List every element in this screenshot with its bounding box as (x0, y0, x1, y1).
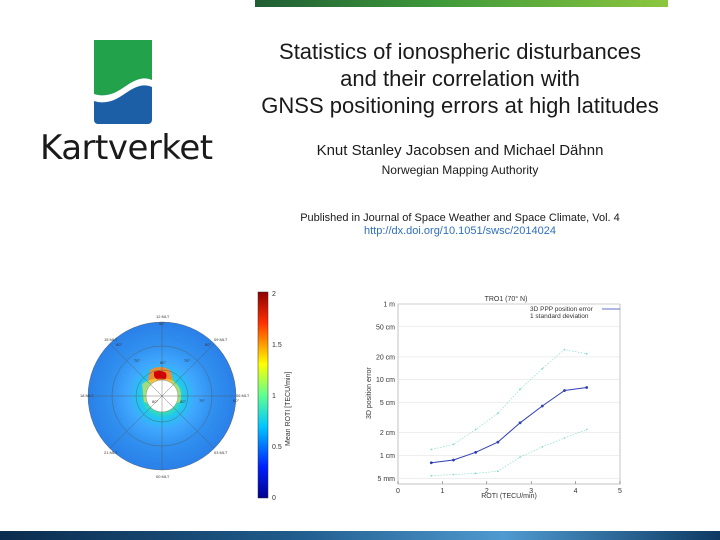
lat-label: 60° (205, 342, 211, 347)
colorbar-tick: 1 (272, 393, 276, 400)
lat-label: 80° (152, 399, 158, 404)
polar-roti-map: 12 MLT 15 MLT 09 MLT 18 MLT 06 MLT 21 ML… (72, 284, 292, 504)
x-axis-label: ROTI (TECU/min) (481, 493, 537, 500)
y-tick-label: 20 cm (376, 354, 395, 361)
x-tick-label: 2 (485, 488, 489, 495)
top-accent-bar (255, 0, 668, 7)
data-point (563, 389, 566, 392)
data-point (585, 386, 589, 389)
series-line (431, 349, 587, 450)
affiliation: Norwegian Mapping Authority (381, 163, 539, 177)
lat-label: 60° (233, 398, 239, 403)
data-point (474, 428, 477, 431)
colorbar-tick: 0.5 (272, 444, 282, 451)
y-tick-label: 10 cm (376, 377, 395, 384)
x-tick-label: 1 (440, 488, 444, 495)
lat-label: 60° (159, 321, 165, 326)
data-point (496, 440, 500, 444)
mlt-label: 00 MLT (156, 474, 170, 479)
colorbar-tick: 0 (272, 495, 276, 502)
mlt-label: 03 MLT (214, 450, 228, 455)
kartverket-logo: Kartverket (40, 38, 213, 168)
data-point (541, 367, 544, 370)
legend-entry: 3D PPP position error (530, 306, 594, 313)
data-point (518, 421, 522, 425)
colorbar-tick: 1.5 (272, 342, 282, 349)
doi-link[interactable]: http://dx.doi.org/10.1051/swsc/2014024 (363, 225, 557, 237)
legend: 3D PPP position error 1 standard deviati… (530, 306, 620, 320)
latitude-labels: 60° 60° 60° 60° 70° 70° 70° 80° 80° 80° (116, 321, 239, 404)
y-tick-label: 1 m (383, 302, 395, 309)
legend-entry: 1 standard deviation (530, 313, 589, 320)
series-line (431, 387, 587, 464)
slide-title: Statistics of ionospheric disturbances a… (236, 38, 684, 119)
colorbar (257, 291, 269, 499)
x-tick-label: 4 (574, 488, 578, 495)
data-point (519, 456, 521, 459)
series-layer (429, 348, 589, 477)
y-tick-label: 50 cm (376, 324, 395, 331)
y-tick-label: 2 cm (380, 430, 395, 437)
x-tick-label: 5 (618, 488, 622, 495)
lat-label: 80° (160, 360, 166, 365)
data-point (430, 448, 433, 451)
data-point (585, 352, 588, 355)
colorbar-ticks: 2 1.5 1 0.5 0 (272, 291, 282, 502)
mlt-label: 12 MLT (156, 314, 170, 319)
data-point (585, 428, 588, 431)
polar-grid (87, 321, 237, 471)
title-line: and their correlation with (340, 66, 580, 91)
x-tick-label: 3 (529, 488, 533, 495)
data-point (452, 458, 455, 462)
data-point (541, 445, 544, 448)
lat-label: 80° (180, 399, 186, 404)
y-axis-label: 3D position error (366, 367, 373, 419)
x-tick-label: 0 (396, 488, 400, 495)
authors: Knut Stanley Jacobsen and Michael Dähnn (316, 142, 604, 159)
colorbar-label: Mean ROTI [TECU/min] (285, 372, 292, 446)
lat-label: 70° (184, 358, 190, 363)
plot-area (397, 303, 621, 485)
logo-wordmark: Kartverket (40, 128, 213, 168)
data-point (563, 437, 566, 439)
colorbar-tick: 2 (272, 291, 276, 298)
kartverket-logo-icon (94, 40, 152, 124)
data-point (474, 472, 477, 475)
y-tick-label: 5 cm (380, 400, 395, 407)
mlt-label: 21 MLT (104, 450, 118, 455)
journal-citation: Published in Journal of Space Weather an… (300, 212, 620, 224)
title-line: Statistics of ionospheric disturbances (279, 39, 641, 64)
mlt-label: 15 MLT (104, 337, 118, 342)
mlt-labels: 12 MLT 15 MLT 09 MLT 18 MLT 06 MLT 21 ML… (80, 314, 250, 479)
mlt-label: 18 MLT (80, 393, 94, 398)
chart-title: TRO1 (70° N) (485, 295, 528, 303)
y-tick-label: 1 cm (380, 453, 395, 460)
data-point (497, 412, 499, 415)
y-ticks: 1 m 50 cm 20 cm 10 cm 5 cm 2 cm 1 cm 5 mm (376, 302, 395, 483)
lat-label: 70° (134, 358, 140, 363)
position-error-chart: TRO1 (70° N) 1 m 50 cm 20 cm 10 cm 5 cm 2 cm 1… (358, 284, 650, 504)
data-point (474, 450, 478, 454)
data-point (519, 388, 521, 391)
data-point (563, 348, 566, 351)
y-tick-label: 5 mm (378, 476, 396, 483)
bottom-accent-bar (0, 531, 720, 540)
mlt-label: 06 MLT (236, 393, 250, 398)
data-point (452, 443, 455, 446)
data-point (497, 470, 499, 473)
lat-label: 70° (199, 398, 205, 403)
mlt-label: 09 MLT (214, 337, 228, 342)
data-point (429, 461, 433, 465)
lat-label: 60° (116, 342, 122, 347)
data-point (452, 473, 455, 476)
title-line: GNSS positioning errors at high latitude… (261, 93, 659, 118)
data-point (430, 474, 433, 477)
x-ticks: 0 1 2 3 4 5 (396, 488, 622, 495)
data-point (540, 404, 544, 408)
